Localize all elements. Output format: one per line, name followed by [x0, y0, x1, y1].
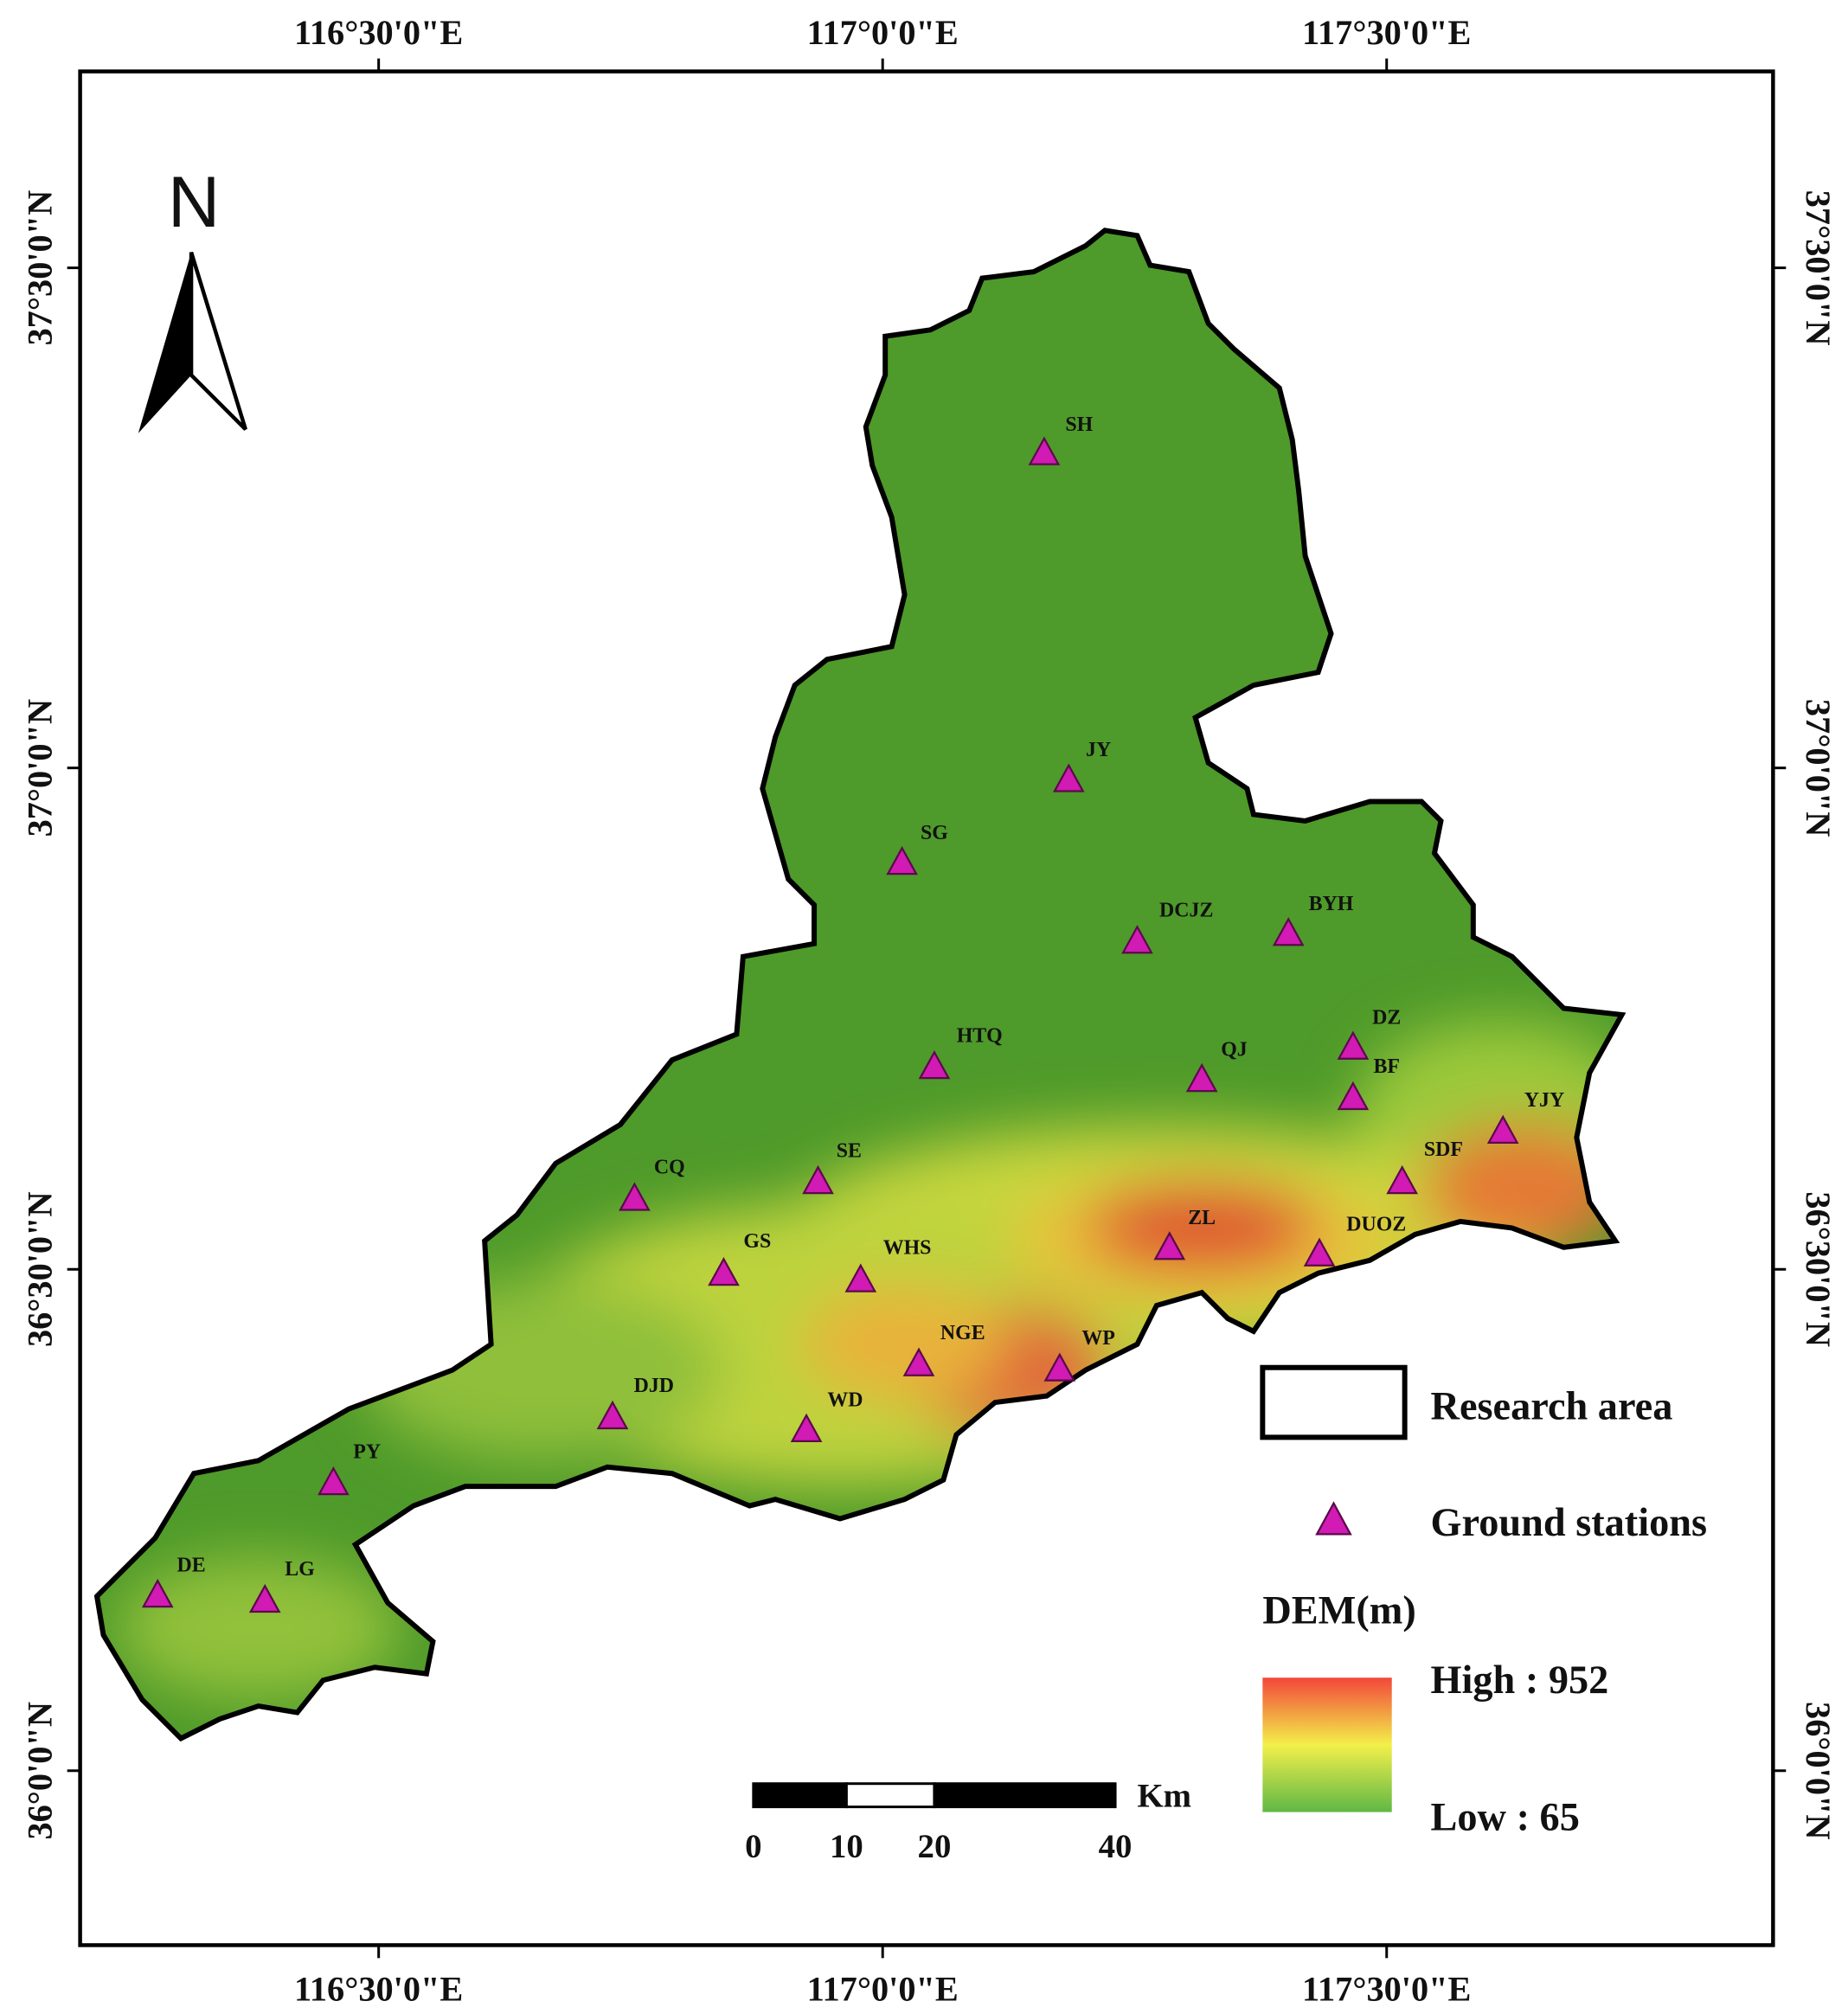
latitude-label: 37°0'0"N: [21, 699, 60, 837]
station-label: ZL: [1188, 1207, 1216, 1229]
station-label: WD: [827, 1389, 863, 1412]
station-label: WP: [1081, 1327, 1114, 1350]
station-label: BYH: [1309, 893, 1354, 915]
north-label: N: [168, 161, 220, 242]
station-marker: [1272, 917, 1305, 946]
station-label: QJ: [1221, 1039, 1248, 1062]
station-marker: [1337, 1081, 1370, 1111]
station-label: CQ: [654, 1157, 685, 1179]
latitude-label: 37°30'0"N: [1799, 190, 1838, 346]
scale-unit: Km: [1137, 1778, 1191, 1815]
station-marker: [790, 1413, 823, 1443]
station-label: YJY: [1524, 1089, 1564, 1112]
legend-high: High : 952: [1431, 1658, 1609, 1703]
station-label: GS: [743, 1230, 771, 1253]
latitude-label: 36°0'0"N: [1799, 1702, 1838, 1840]
station-marker: [619, 1182, 651, 1211]
station-marker: [1121, 925, 1153, 954]
latitude-label: 36°30'0"N: [21, 1191, 60, 1347]
latitude-label: 36°30'0"N: [1799, 1191, 1838, 1347]
station-label: DJD: [634, 1375, 674, 1397]
station-marker: [248, 1583, 281, 1613]
station-marker: [886, 845, 918, 876]
station-label: DUOZ: [1346, 1213, 1406, 1235]
longitude-label: 116°30'0"E: [294, 13, 463, 52]
longitude-label: 116°30'0"E: [294, 1970, 463, 2009]
station-marker: [902, 1347, 935, 1376]
legend-station-symbol: [1315, 1501, 1352, 1536]
station-label: SG: [921, 822, 948, 844]
longitude-label: 117°0'0"E: [807, 13, 959, 52]
station-marker: [596, 1400, 629, 1430]
station-label: WHS: [883, 1236, 932, 1259]
station-label: JY: [1086, 739, 1111, 761]
station-label: NGE: [940, 1322, 985, 1344]
station-marker: [708, 1256, 740, 1286]
scale-label: 40: [1099, 1828, 1133, 1865]
scale-label: 10: [830, 1828, 863, 1865]
station-marker: [918, 1049, 951, 1080]
station-label: LG: [285, 1558, 314, 1581]
station-label: DZ: [1372, 1006, 1401, 1029]
station-marker: [318, 1466, 350, 1496]
north-arrow-right: [189, 252, 247, 431]
legend-area-swatch: [1260, 1364, 1408, 1440]
station-marker: [1337, 1030, 1370, 1060]
station-marker: [1486, 1114, 1519, 1144]
station-marker: [802, 1164, 834, 1195]
station-marker: [1028, 436, 1061, 465]
station-label: DE: [176, 1555, 205, 1577]
longitude-label: 117°30'0"E: [1302, 13, 1471, 52]
longitude-label: 117°30'0"E: [1302, 1970, 1471, 2009]
latitude-label: 36°0'0"N: [21, 1702, 60, 1840]
station-label: DCJZ: [1159, 899, 1213, 921]
station-marker: [1303, 1237, 1336, 1267]
station-marker: [1153, 1231, 1186, 1260]
station-marker: [1052, 763, 1085, 792]
station-marker: [1043, 1352, 1076, 1382]
station-label: HTQ: [957, 1024, 1003, 1047]
legend-dem-ramp: [1262, 1677, 1392, 1812]
latitude-label: 37°30'0"N: [21, 190, 60, 346]
scale-label: 0: [745, 1828, 761, 1865]
scale-bar: [752, 1782, 1117, 1809]
longitude-label: 117°0'0"E: [807, 1970, 959, 2009]
station-label: SDF: [1424, 1138, 1463, 1161]
legend-title: DEM(m): [1262, 1588, 1415, 1632]
legend-label: Research area: [1431, 1384, 1673, 1428]
scale-label: 20: [918, 1828, 952, 1865]
station-label: BF: [1373, 1055, 1400, 1078]
station-marker: [1185, 1062, 1218, 1093]
station-marker: [844, 1263, 877, 1292]
legend-label: Ground stations: [1431, 1501, 1707, 1545]
station-marker: [1386, 1164, 1418, 1195]
station-label: PY: [353, 1440, 381, 1463]
station-label: SE: [837, 1139, 862, 1162]
station-label: SH: [1065, 414, 1093, 436]
latitude-label: 37°0'0"N: [1799, 699, 1838, 837]
station-marker: [141, 1578, 174, 1608]
legend-low: Low : 65: [1431, 1795, 1580, 1839]
